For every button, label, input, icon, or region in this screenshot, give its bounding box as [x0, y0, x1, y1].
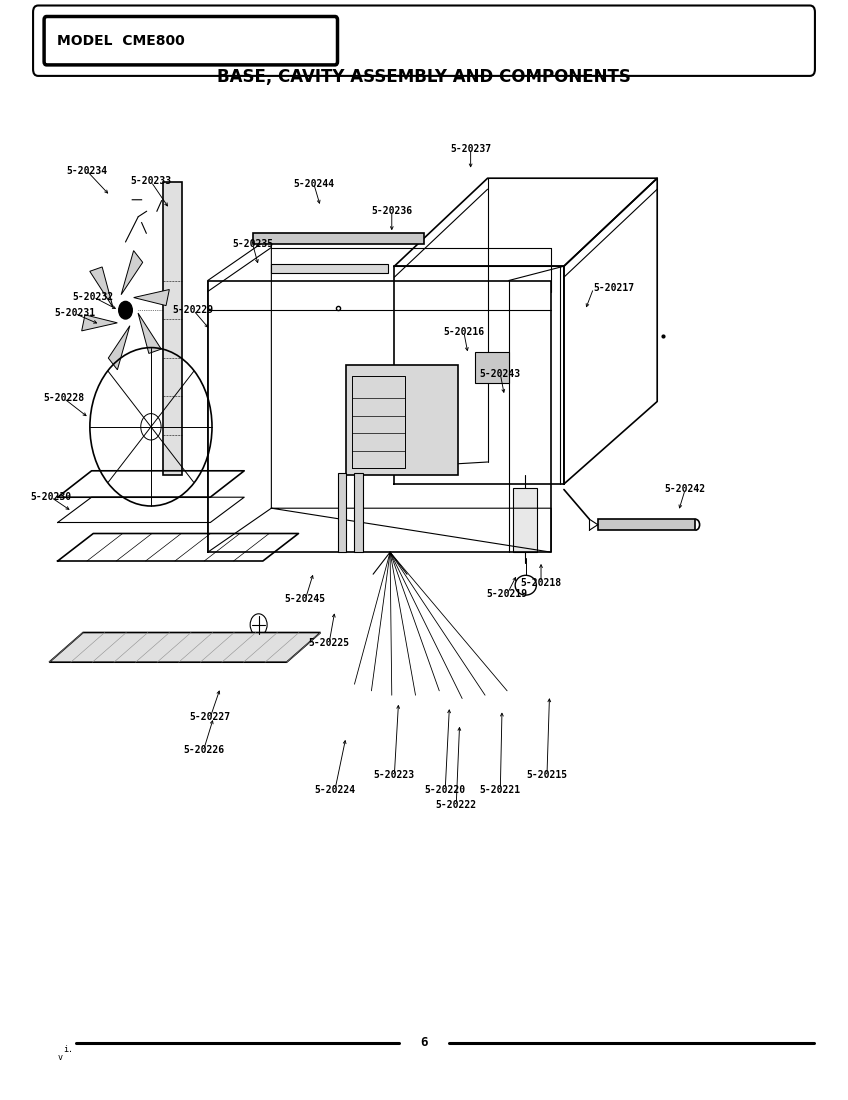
Polygon shape [271, 264, 388, 273]
Polygon shape [598, 519, 695, 530]
Text: 5-20218: 5-20218 [521, 578, 561, 588]
Polygon shape [81, 315, 117, 331]
Text: 5-20221: 5-20221 [480, 784, 521, 795]
Text: 5-20228: 5-20228 [43, 393, 84, 404]
Text: 5-20216: 5-20216 [444, 327, 484, 338]
Polygon shape [109, 326, 130, 370]
Text: 5-20234: 5-20234 [66, 165, 107, 176]
Polygon shape [134, 289, 170, 306]
Text: 6: 6 [421, 1036, 427, 1049]
Text: 5-20229: 5-20229 [173, 305, 214, 316]
Text: 5-20223: 5-20223 [374, 770, 415, 781]
Text: 5-20219: 5-20219 [487, 588, 527, 600]
Text: 5-20222: 5-20222 [436, 800, 477, 811]
Text: 5-20231: 5-20231 [54, 308, 95, 319]
Text: 5-20232: 5-20232 [73, 292, 114, 302]
Text: v: v [58, 1054, 63, 1063]
Text: 5-20217: 5-20217 [594, 283, 634, 294]
Text: 5-20224: 5-20224 [315, 784, 355, 795]
Text: 5-20225: 5-20225 [309, 638, 349, 649]
Text: 5-20230: 5-20230 [31, 492, 71, 503]
Polygon shape [163, 182, 182, 475]
Polygon shape [138, 314, 161, 353]
Polygon shape [354, 473, 363, 552]
Text: 5-20243: 5-20243 [480, 368, 521, 379]
Text: 5-20236: 5-20236 [371, 206, 412, 217]
Text: 5-20237: 5-20237 [450, 143, 491, 154]
Text: 5-20244: 5-20244 [293, 178, 334, 189]
Polygon shape [253, 233, 424, 244]
Polygon shape [121, 251, 142, 295]
Text: 5-20226: 5-20226 [183, 745, 224, 756]
Polygon shape [49, 632, 321, 662]
FancyBboxPatch shape [44, 16, 338, 65]
Polygon shape [90, 267, 113, 307]
Text: 5-20220: 5-20220 [425, 784, 466, 795]
Text: BASE, CAVITY ASSEMBLY AND COMPONENTS: BASE, CAVITY ASSEMBLY AND COMPONENTS [217, 68, 631, 86]
Text: 5-20227: 5-20227 [190, 712, 231, 723]
Text: 5-20215: 5-20215 [527, 770, 567, 781]
Text: 5-20242: 5-20242 [665, 484, 706, 495]
Circle shape [119, 301, 132, 319]
Bar [513, 488, 537, 552]
Text: 5-20245: 5-20245 [285, 594, 326, 605]
Text: 5-20233: 5-20233 [131, 176, 171, 187]
Text: i.: i. [64, 1045, 74, 1054]
Text: 5-20235: 5-20235 [232, 239, 273, 250]
Polygon shape [338, 473, 346, 552]
Polygon shape [475, 352, 509, 383]
Polygon shape [346, 365, 458, 475]
Text: MODEL  CME800: MODEL CME800 [57, 34, 185, 47]
